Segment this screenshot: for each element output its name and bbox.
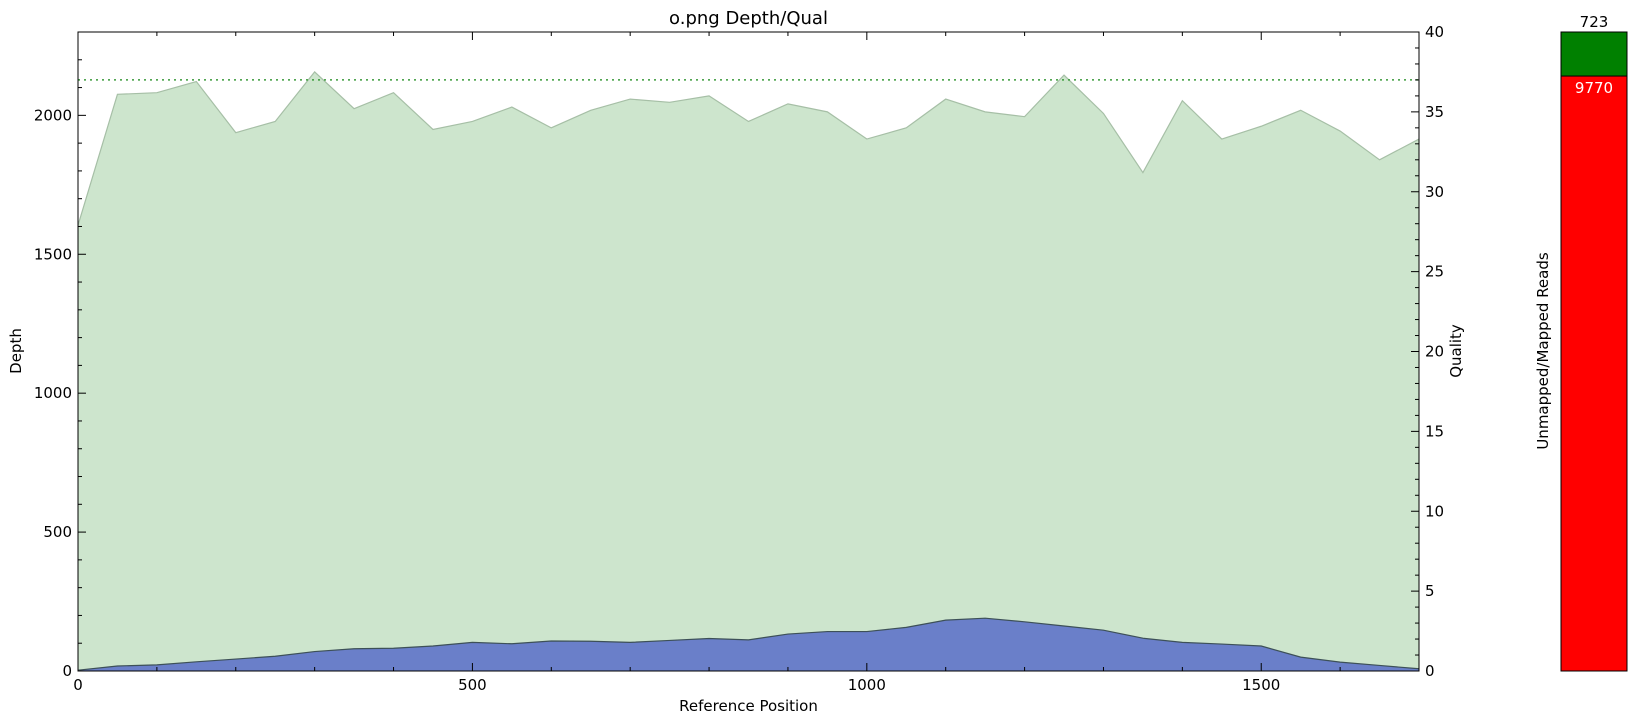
reads-bar-plot: 9770 723 Unmapped/Mapped Reads [1534, 13, 1628, 672]
y-tick-label: 0 [62, 662, 72, 680]
x-tick-label: 1500 [1242, 676, 1280, 694]
y-tick-label: 2000 [34, 106, 72, 124]
y2-tick-label: 40 [1425, 23, 1444, 41]
quality-series-line [77, 71, 1420, 226]
depth-series-area [78, 618, 1419, 671]
y-tick-label: 500 [43, 523, 72, 541]
y-tick-label: 1500 [34, 245, 72, 263]
x-tick-label: 0 [73, 676, 83, 694]
area-layer [77, 71, 1420, 671]
quality-series-area [78, 71, 1419, 671]
y2-tick-label: 10 [1425, 502, 1444, 520]
unmapped-reads-label: 723 [1580, 13, 1609, 31]
chart-title: o.png Depth/Qual [669, 8, 828, 29]
y2-tick-label: 5 [1425, 582, 1435, 600]
reads-bar-layer: 9770 723 [1560, 13, 1628, 672]
y2-tick-label: 20 [1425, 343, 1444, 361]
unmapped-reads-bar [1560, 31, 1628, 77]
y2-tick-label: 30 [1425, 183, 1444, 201]
tick-layer: 0 500 1000 1500 0 500 1000 1500 2000 0 5 10 15 20 25 30… [34, 23, 1444, 694]
reads-axis-label: Unmapped/Mapped Reads [1534, 252, 1552, 450]
y-tick-label: 1000 [34, 384, 72, 402]
mapped-reads-label: 9770 [1575, 79, 1613, 97]
mapped-reads-bar [1560, 75, 1628, 672]
y2-tick-label: 25 [1425, 263, 1444, 281]
depth-quality-plot: 0 500 1000 1500 0 500 1000 1500 2000 0 5 10 15 20 25 30… [7, 8, 1465, 715]
y2-tick-label: 15 [1425, 422, 1444, 440]
x-axis-label: Reference Position [679, 697, 818, 715]
x-tick-label: 1000 [848, 676, 886, 694]
y-axis-label: Depth [7, 328, 25, 374]
depth-series-line [77, 617, 1420, 671]
y2-tick-label: 35 [1425, 103, 1444, 121]
y2-axis-label: Quality [1447, 324, 1465, 378]
x-tick-label: 500 [458, 676, 487, 694]
y2-tick-label: 0 [1425, 662, 1435, 680]
